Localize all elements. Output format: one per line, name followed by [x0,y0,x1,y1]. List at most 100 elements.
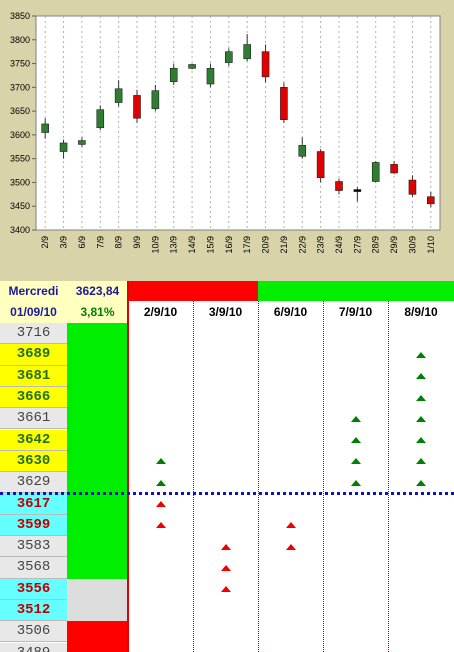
column-status-bar [323,281,388,301]
candle-body [41,123,49,133]
signal-marker [155,501,166,508]
candle-body [151,90,160,110]
x-tick-label: 8/9 [114,236,124,249]
y-tick-label: 3850 [10,11,30,21]
candle-body [59,142,68,152]
trend-block [67,621,128,652]
x-tick-label: 23/9 [316,236,326,254]
x-tick-label: 24/9 [334,236,344,254]
level-cell: 3666 [0,386,67,409]
signal-marker [416,394,426,401]
x-tick-label: 2/9 [40,236,50,249]
level-cell: 3716 [0,323,67,345]
header-pct: 3,81% [67,301,128,323]
level-cell: 3512 [0,599,67,622]
candle-body [188,64,196,69]
x-tick-label: 30/9 [407,236,417,254]
signal-marker [285,543,296,550]
candle-body [408,179,417,195]
candle-body [225,51,233,63]
candle-body [78,140,86,145]
level-cell: 3568 [0,557,67,579]
candle-body [114,88,123,103]
x-tick-label: 27/9 [352,236,362,254]
x-tick-label: 13/9 [169,236,179,254]
trend-block [67,578,128,622]
candle-body [298,145,307,157]
x-tick-label: 29/9 [389,236,399,254]
y-tick-label: 3400 [10,225,30,235]
x-tick-label: 17/9 [242,236,252,254]
x-tick-label: 9/9 [132,236,142,249]
column-divider [323,301,324,652]
column-header: 6/9/10 [258,301,323,323]
column-divider [258,301,259,652]
candle-body [206,68,215,85]
candlestick-chart-panel: 3400 3450 3500 3550 3600 3650 3700 3750 3800 3850… [0,0,454,281]
column-status-bar [128,281,193,301]
signal-marker [350,479,361,486]
signal-marker [220,586,231,593]
level-cell: 3642 [0,429,67,451]
signal-marker [155,479,166,486]
candle-body [390,164,398,174]
x-tick-label: 1/10 [426,236,436,254]
candle-body [96,109,105,129]
signal-marker [416,351,426,358]
column-separator [127,281,129,652]
signal-marker [416,437,426,444]
signal-marker [155,522,166,529]
level-cell: 3689 [0,344,67,366]
candle-body [133,95,141,119]
level-cell: 3661 [0,408,67,430]
candle-body [427,196,435,205]
y-tick-label: 3650 [10,106,30,116]
signal-marker [416,373,426,380]
column-header: 8/9/10 [388,301,454,323]
x-tick-label: 10/9 [150,236,160,254]
price-divider-line [0,492,454,496]
x-tick-label: 16/9 [224,236,234,254]
column-header: 3/9/10 [193,301,258,323]
signal-marker [350,415,361,422]
signal-marker [220,564,231,571]
column-divider [193,301,194,652]
trend-block [67,323,128,579]
candle-body [261,51,270,78]
y-tick-label: 3550 [10,154,30,164]
header-day: Mercredi [0,281,67,301]
level-cell: 3629 [0,472,67,494]
signal-marker [155,458,166,465]
x-tick-label: 20/9 [261,236,271,254]
signal-marker [220,543,231,550]
x-tick-label: 6/9 [77,236,87,249]
x-tick-label: 22/9 [297,236,307,254]
candle-body [280,87,288,120]
y-tick-label: 3600 [10,130,30,140]
level-cell: 3556 [0,578,67,600]
signal-marker [350,437,361,444]
x-tick-label: 7/9 [95,236,105,249]
x-tick-label: 21/9 [279,236,289,254]
candlestick-chart: 3400 3450 3500 3550 3600 3650 3700 3750 3800 3850… [10,11,441,254]
candle-body [243,44,251,60]
y-tick-label: 3800 [10,35,30,45]
column-divider [388,301,389,652]
level-cell: 3617 [0,493,67,515]
level-cell: 3599 [0,514,67,536]
level-cell: 3681 [0,365,67,387]
candle-body [169,68,178,82]
column-status-bar [193,281,258,301]
candle-body [371,162,380,182]
y-tick-label: 3700 [10,82,30,92]
signal-marker [350,458,361,465]
level-cell: 3630 [0,450,67,473]
y-tick-label: 3500 [10,177,30,187]
signal-marker [416,479,426,486]
y-tick-label: 3750 [10,59,30,69]
column-header: 7/9/10 [323,301,388,323]
candle-body [316,151,325,178]
x-tick-label: 14/9 [187,236,197,254]
x-tick-label: 3/9 [59,236,69,249]
column-header: 2/9/10 [128,301,193,323]
